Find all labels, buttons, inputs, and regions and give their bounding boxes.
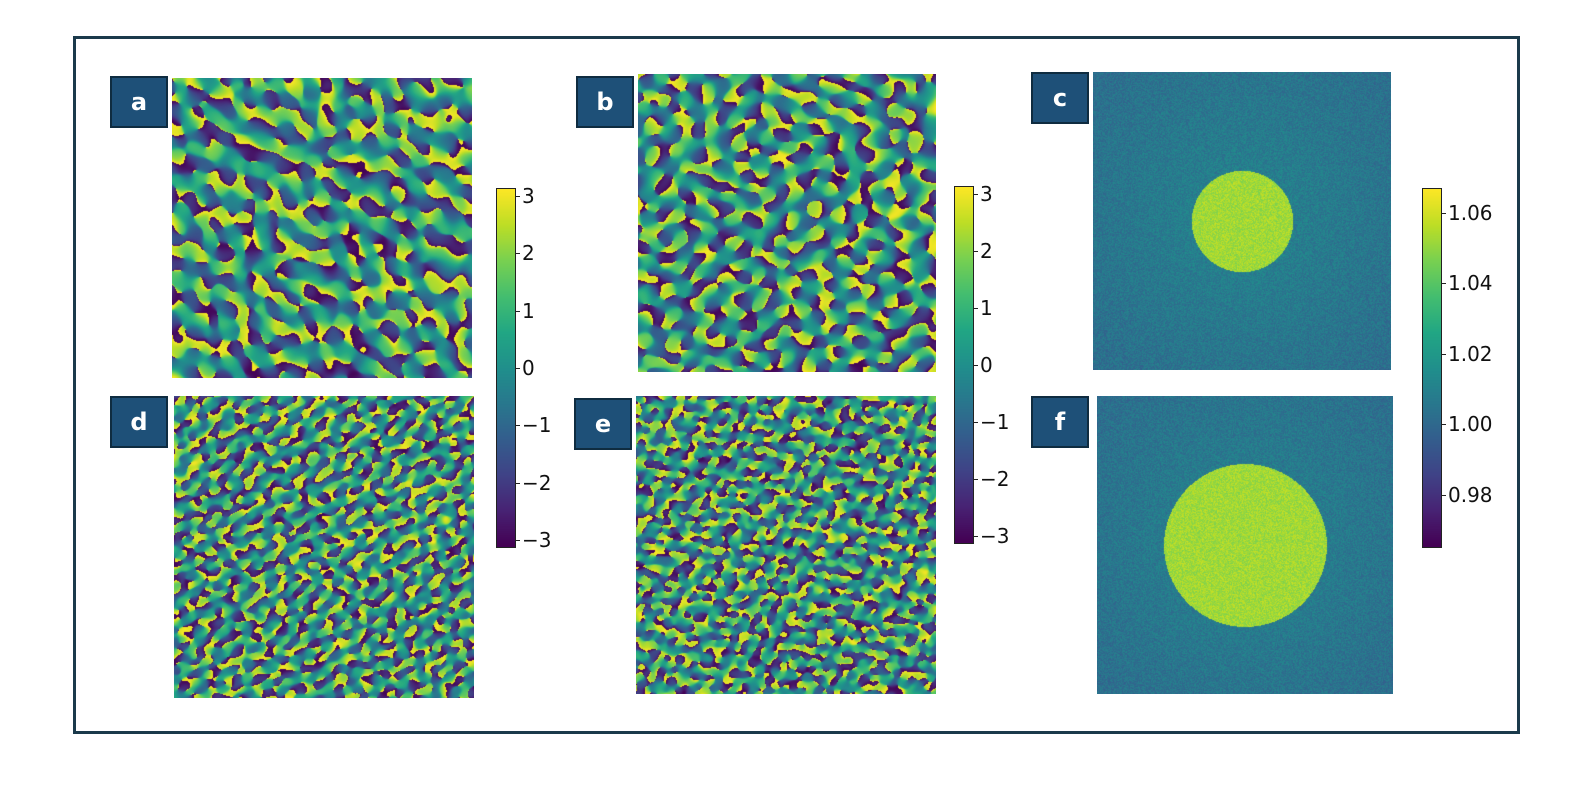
panel-f: f — [1031, 396, 1395, 696]
panel-d: d — [110, 396, 476, 700]
phase-colorbar-2-tick-6: −3 — [972, 524, 1010, 549]
intensity-colorbar-gradient — [1423, 189, 1441, 547]
panel-label-e: e — [574, 398, 632, 450]
phase-colorbar-2-tick-2: 1 — [973, 295, 993, 320]
panel-label-f: f — [1031, 396, 1089, 448]
phase-colorbar-1-tick-3: 0 — [515, 356, 535, 380]
heatmap-e — [636, 396, 936, 694]
panel-e: e — [574, 396, 938, 696]
phase-colorbar-1-tick-2: 1 — [515, 298, 535, 323]
heatmap-f — [1097, 396, 1393, 694]
figure-frame — [73, 36, 1520, 734]
phase-colorbar-2-tick-5: −2 — [972, 467, 1010, 491]
heatmap-b — [638, 74, 936, 372]
intensity-colorbar-tick-2: 1.02 — [1441, 341, 1493, 366]
panel-label-d: d — [110, 396, 168, 448]
heatmap-c — [1093, 72, 1391, 370]
heatmap-d — [174, 396, 474, 698]
panel-a: a — [110, 76, 476, 380]
phase-colorbar-2-tick-0: 3 — [973, 181, 993, 206]
panel-b: b — [576, 74, 938, 376]
intensity-colorbar-tick-0: 1.06 — [1441, 200, 1493, 225]
phase-colorbar-2-tick-1: 2 — [973, 238, 993, 263]
phase-colorbar-2-tick-4: −1 — [972, 410, 1010, 434]
phase-colorbar-1-gradient — [497, 189, 515, 547]
intensity-colorbar-tick-4: 0.98 — [1441, 483, 1493, 508]
phase-colorbar-1-tick-4: −1 — [514, 413, 552, 438]
heatmap-a — [172, 78, 472, 378]
phase-colorbar-2 — [954, 186, 974, 544]
intensity-colorbar — [1422, 188, 1442, 548]
intensity-colorbar-tick-1: 1.04 — [1441, 271, 1493, 296]
phase-colorbar-2-gradient — [955, 187, 973, 543]
phase-colorbar-1 — [496, 188, 516, 548]
phase-colorbar-1-tick-6: −3 — [514, 527, 552, 552]
panel-label-b: b — [576, 76, 634, 128]
phase-colorbar-1-tick-0: 3 — [515, 184, 535, 209]
panel-label-a: a — [110, 76, 168, 128]
phase-colorbar-1-tick-5: −2 — [514, 470, 552, 495]
panel-c: c — [1031, 72, 1395, 374]
panel-label-c: c — [1031, 72, 1089, 124]
phase-colorbar-1-tick-1: 2 — [515, 241, 535, 266]
phase-colorbar-2-tick-3: 0 — [973, 353, 993, 377]
intensity-colorbar-tick-3: 1.00 — [1441, 412, 1493, 437]
